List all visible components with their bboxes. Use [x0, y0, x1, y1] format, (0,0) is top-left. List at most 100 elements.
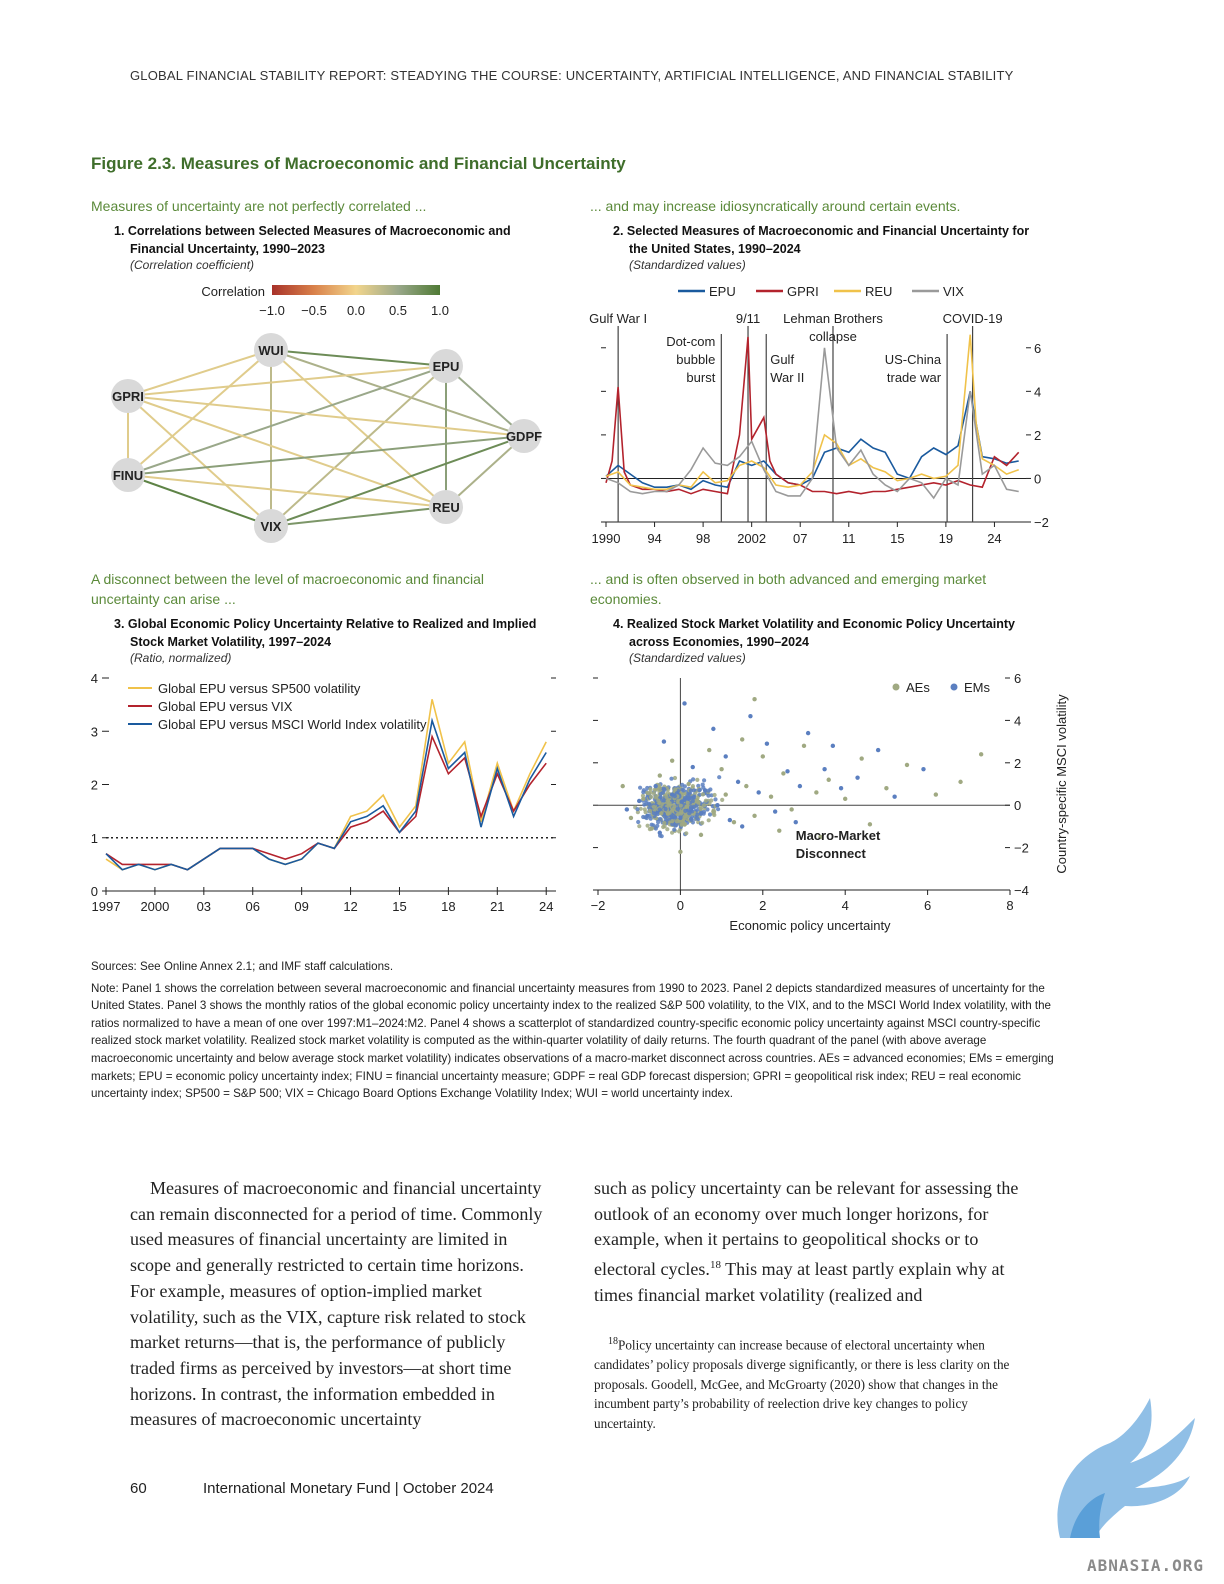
x-tick-label: 06 — [246, 899, 260, 914]
y-tick-label: −4 — [1014, 883, 1029, 898]
scatter-point-ems — [702, 778, 707, 783]
panel4-kicker: ... and is often observed in both advanc… — [590, 569, 986, 609]
quadrant-label: Macro-Market Disconnect — [796, 828, 881, 861]
event-label: Dot-com bubble burst — [666, 334, 716, 385]
x-tick-label: 2002 — [737, 531, 766, 546]
x-tick-label: 03 — [197, 899, 211, 914]
scatter-point-ems — [785, 769, 790, 774]
scatter-point-aes — [678, 803, 683, 808]
series-line-vix — [605, 347, 1019, 500]
scatter-point-aes — [859, 756, 864, 761]
scatter-point-aes — [703, 798, 708, 803]
x-tick-label: 24 — [539, 899, 553, 914]
scatter-point-aes — [665, 827, 670, 832]
scatter-point-ems — [670, 822, 675, 827]
scatter-point-ems — [838, 786, 844, 791]
scatter-point-ems — [683, 808, 688, 813]
network-edge — [127, 395, 272, 527]
x-tick-label: 6 — [924, 898, 931, 913]
scatter-point-ems — [688, 816, 694, 821]
y-tick-label: 2 — [1014, 756, 1021, 771]
scatter-point-aes — [662, 820, 667, 826]
panel1-chart: Correlation −1.0 −0.5 0.0 0.5 1.0 WUI EPU GPRI GD… — [111, 284, 542, 543]
panel3-heading: 3. Global Economic Policy Uncertainty Re… — [114, 615, 536, 665]
scatter-point-ems — [637, 798, 642, 804]
network-edge — [270, 349, 447, 508]
panel1-title-line2: Financial Uncertainty, 1990–2023 — [130, 242, 326, 256]
scatter-point-aes — [768, 794, 774, 799]
network-node — [111, 458, 145, 492]
scatter-point-aes — [752, 813, 757, 818]
scatter-point-aes — [904, 762, 910, 768]
legend-label: VIX — [943, 284, 964, 299]
footer-source: International Monetary Fund | October 20… — [203, 1480, 494, 1497]
scatter-point-ems — [659, 834, 664, 839]
legend-label: REU — [865, 284, 892, 299]
scatter-point-aes — [678, 849, 683, 855]
page-number: 60 — [130, 1480, 147, 1497]
scatter-point-aes — [711, 809, 716, 814]
footnote-number: 18 — [608, 1336, 618, 1347]
network-edge — [127, 395, 447, 508]
panel3-kicker-line1: A disconnect between the level of macroe… — [91, 571, 485, 587]
scatter-point-ems — [658, 816, 663, 822]
scatter-point-aes — [884, 786, 889, 791]
scatter-point-aes — [652, 787, 657, 792]
scatter-point-ems — [711, 726, 716, 732]
panel4-kicker-line1: ... and is often observed in both advanc… — [590, 571, 987, 587]
x-tick-label: 4 — [842, 898, 849, 913]
scatter-point-aes — [684, 831, 689, 836]
scatter-point-aes — [643, 810, 648, 815]
scatter-point-ems — [682, 701, 687, 706]
panel4-kicker-line2: economies. — [590, 591, 662, 607]
scatter-point-aes — [707, 747, 712, 753]
scatter-point-ems — [680, 782, 685, 787]
scatter-point-aes — [676, 811, 681, 816]
x-tick-label: 2 — [759, 898, 766, 913]
scatter-point-ems — [717, 775, 722, 780]
network-edge — [127, 349, 272, 397]
scatter-point-ems — [645, 813, 650, 818]
scatter-point-aes — [669, 758, 675, 763]
scatter-point-aes — [653, 795, 658, 800]
scatter-point-aes — [694, 798, 700, 804]
scatter-point-ems — [748, 713, 753, 719]
scatter-point-aes — [649, 826, 654, 831]
body-paragraph-left: Measures of macroeconomic and financial … — [130, 1178, 543, 1430]
legend-label: Global EPU versus MSCI World Index volat… — [158, 717, 427, 732]
scatter-point-aes — [781, 771, 786, 776]
scatter-point-ems — [689, 805, 694, 810]
scatter-point-ems — [698, 811, 704, 816]
scatter-point-ems — [727, 817, 733, 823]
legend-label: EPU — [709, 284, 736, 299]
network-edge — [127, 365, 447, 397]
panel3-kicker: A disconnect between the level of macroe… — [91, 569, 484, 609]
panel4-unit: (Standardized values) — [629, 651, 746, 665]
scatter-point-aes — [712, 792, 717, 798]
y-tick-label: −2 — [1034, 515, 1049, 530]
x-tick-label: 07 — [793, 531, 807, 546]
x-tick-label: 15 — [392, 899, 406, 914]
footnote-ref[interactable]: 18 — [709, 1259, 721, 1272]
scatter-point-ems — [700, 782, 705, 787]
scatter-point-aes — [760, 754, 765, 759]
network-node — [429, 349, 463, 383]
x-tick-label: 0 — [677, 898, 684, 913]
scatter-point-ems — [756, 790, 761, 795]
scatter-point-aes — [651, 791, 656, 796]
legend-label: AEs — [906, 680, 930, 695]
x-axis-title: Economic policy uncertainty — [729, 918, 891, 933]
scatter-point-aes — [701, 803, 707, 808]
scatter-point-aes — [670, 830, 675, 835]
scatter-point-ems — [793, 819, 798, 825]
correlation-scale-tick: 0.0 — [347, 303, 365, 318]
panel2-title-line1: 2. Selected Measures of Macroeconomic an… — [613, 224, 1030, 238]
watermark-logo-icon — [1057, 1398, 1195, 1538]
scatter-point-ems — [657, 830, 662, 835]
panel4-title-line1: 4. Realized Stock Market Volatility and … — [613, 617, 1015, 631]
network-edge — [270, 349, 525, 437]
correlation-scale-tick: 0.5 — [389, 303, 407, 318]
scatter-point-aes — [712, 812, 717, 818]
scatter-point-aes — [731, 819, 737, 825]
